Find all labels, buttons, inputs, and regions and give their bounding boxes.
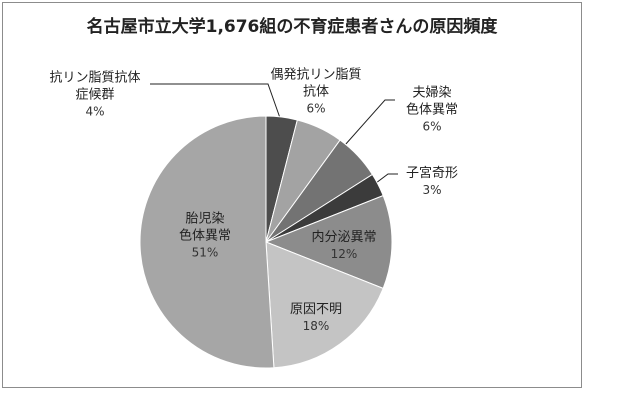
slice-label: 偶発抗リン脂質 抗体 6%: [270, 67, 361, 118]
slice-value-label: 6%: [306, 101, 326, 116]
slice-value-label: 6%: [422, 119, 442, 134]
pie-slice: [139, 115, 275, 369]
slice-category: 偶発抗リン脂質 抗体: [270, 67, 362, 100]
chart-frame: [2, 2, 582, 388]
slice-label: 内分泌異常 12%: [311, 229, 376, 263]
slice-label: 子宮奇形 3%: [406, 165, 458, 199]
slice-category: 胎児染 色体異常: [178, 211, 232, 244]
slice-value-label: 18%: [302, 319, 330, 333]
chart-title: 名古屋市立大学1,676組の不育症患者さんの原因頻度: [86, 17, 498, 37]
pie-slice: [265, 241, 384, 369]
slice-category: 夫婦染 色体異常: [405, 85, 459, 118]
slice-value-label: 12%: [330, 247, 358, 261]
slice-value-label: 4%: [85, 104, 105, 119]
pie-slice: [264, 194, 393, 290]
leader-line: [344, 99, 395, 146]
slice-label: 抗リン脂質抗体 症候群 4%: [49, 70, 140, 121]
slice-category: 内分泌異常: [311, 230, 377, 245]
slice-label: 胎児染 色体異常 51%: [179, 211, 231, 262]
slice-value-label: 3%: [422, 183, 442, 197]
slice-label: 夫婦染 色体異常 6%: [406, 85, 458, 136]
leader-line: [150, 83, 281, 119]
slice-label: 原因不明 18%: [290, 301, 342, 335]
slice-category: 子宮奇形: [405, 166, 459, 181]
slice-category: 原因不明: [289, 302, 343, 317]
slice-value-label: 51%: [191, 245, 219, 260]
slice-category: 抗リン脂質抗体 症候群: [49, 70, 141, 103]
